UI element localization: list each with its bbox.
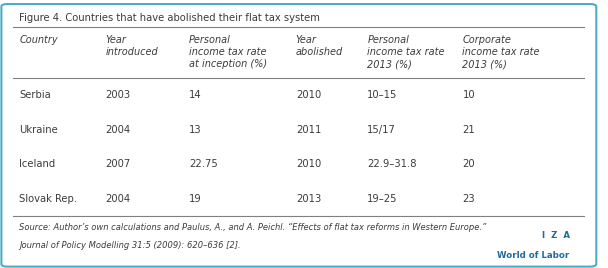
Text: Serbia: Serbia xyxy=(19,90,51,100)
Text: 21: 21 xyxy=(463,125,475,135)
Text: Ukraine: Ukraine xyxy=(19,125,58,135)
Text: 15/17: 15/17 xyxy=(367,125,396,135)
Text: Year
introduced: Year introduced xyxy=(106,35,158,57)
Text: Personal
income tax rate
2013 (%): Personal income tax rate 2013 (%) xyxy=(367,35,445,69)
Text: 2010: 2010 xyxy=(296,90,321,100)
Text: 2013: 2013 xyxy=(296,194,321,204)
FancyBboxPatch shape xyxy=(1,4,596,267)
Text: Iceland: Iceland xyxy=(19,159,55,169)
Text: 22.9–31.8: 22.9–31.8 xyxy=(367,159,416,169)
Text: 10: 10 xyxy=(463,90,475,100)
Text: 2004: 2004 xyxy=(106,194,131,204)
Text: 19: 19 xyxy=(189,194,201,204)
Text: 2007: 2007 xyxy=(106,159,131,169)
Text: Year
abolished: Year abolished xyxy=(296,35,343,57)
Text: Journal of Policy Modelling 31:5 (2009): 620–636 [2].: Journal of Policy Modelling 31:5 (2009):… xyxy=(19,241,241,250)
Text: Corporate
income tax rate
2013 (%): Corporate income tax rate 2013 (%) xyxy=(463,35,540,69)
Text: Country: Country xyxy=(19,35,58,44)
Text: I  Z  A: I Z A xyxy=(542,231,570,240)
Text: 20: 20 xyxy=(463,159,475,169)
Text: 22.75: 22.75 xyxy=(189,159,218,169)
Text: 10–15: 10–15 xyxy=(367,90,398,100)
Text: Slovak Rep.: Slovak Rep. xyxy=(19,194,77,204)
Text: Figure 4. Countries that have abolished their flat tax system: Figure 4. Countries that have abolished … xyxy=(19,13,320,23)
Text: Personal
income tax rate
at inception (%): Personal income tax rate at inception (%… xyxy=(189,35,267,69)
Text: 13: 13 xyxy=(189,125,201,135)
Text: World of Labor: World of Labor xyxy=(497,251,570,260)
Text: 2004: 2004 xyxy=(106,125,131,135)
Text: 23: 23 xyxy=(463,194,475,204)
Text: Source: Author’s own calculations and Paulus, A., and A. Peichl. “Effects of fla: Source: Author’s own calculations and Pa… xyxy=(19,223,486,232)
Text: 2011: 2011 xyxy=(296,125,321,135)
Text: 14: 14 xyxy=(189,90,201,100)
Text: 2003: 2003 xyxy=(106,90,131,100)
Text: 19–25: 19–25 xyxy=(367,194,398,204)
Text: 2010: 2010 xyxy=(296,159,321,169)
